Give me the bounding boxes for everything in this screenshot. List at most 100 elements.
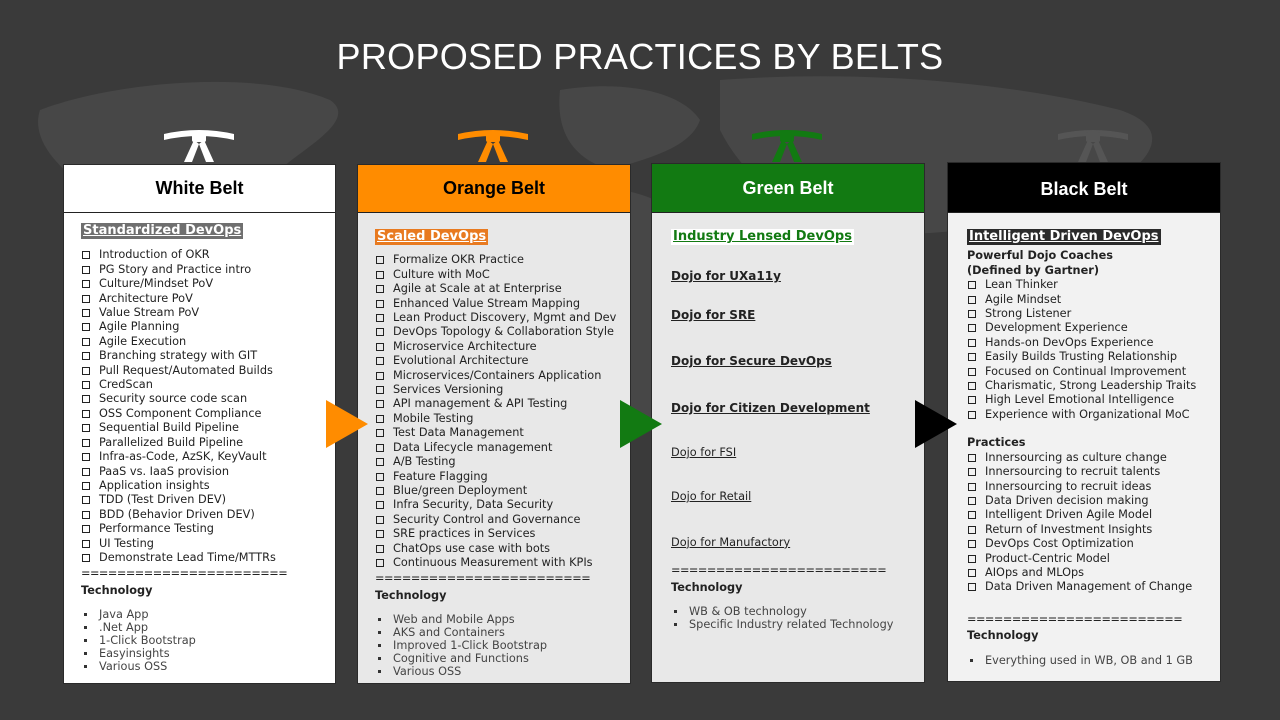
list-item: Infra-as-Code, AzSK, KeyVault bbox=[81, 450, 335, 464]
list-item: Hands-on DevOps Experience bbox=[967, 336, 1220, 350]
list-item: Architecture PoV bbox=[81, 292, 335, 306]
separator: ======================== bbox=[671, 564, 887, 578]
list-item: Agile at Scale at at Enterprise bbox=[375, 282, 630, 296]
list-item: Microservice Architecture bbox=[375, 340, 630, 354]
list-item: Agile Execution bbox=[81, 335, 335, 349]
list-item: Intelligent Driven Agile Model bbox=[967, 508, 1220, 522]
list-item: Formalize OKR Practice bbox=[375, 253, 630, 267]
list-item: Culture/Mindset PoV bbox=[81, 277, 335, 291]
coaches-subheading: (Defined by Gartner) bbox=[967, 263, 1099, 277]
list-item: Improved 1-Click Bootstrap bbox=[375, 639, 630, 652]
list-item: ChatOps use case with bots bbox=[375, 542, 630, 556]
white-belt-card: White Belt Standardized DevOps Introduct… bbox=[63, 164, 336, 684]
list-item: A/B Testing bbox=[375, 455, 630, 469]
list-item: Data Lifecycle management bbox=[375, 441, 630, 455]
list-item: TDD (Test Driven DEV) bbox=[81, 493, 335, 507]
list-item: .Net App bbox=[81, 621, 335, 634]
white-belt-practice-list: Introduction of OKR PG Story and Practic… bbox=[81, 248, 335, 565]
dojo-item: Dojo for Retail bbox=[671, 490, 752, 504]
list-item: Easyinsights bbox=[81, 647, 335, 660]
separator: ======================= bbox=[81, 567, 288, 581]
list-item: Lean Thinker bbox=[967, 278, 1220, 292]
list-item: PG Story and Practice intro bbox=[81, 263, 335, 277]
dojo-item: Dojo for Secure DevOps bbox=[671, 354, 832, 369]
list-item: Easily Builds Trusting Relationship bbox=[967, 350, 1220, 364]
list-item: Cognitive and Functions bbox=[375, 652, 630, 665]
list-item: DevOps Cost Optimization bbox=[967, 537, 1220, 551]
list-item: Data Driven decision making bbox=[967, 494, 1220, 508]
list-item: BDD (Behavior Driven DEV) bbox=[81, 508, 335, 522]
list-item: Parallelized Build Pipeline bbox=[81, 436, 335, 450]
dojo-item: Dojo for Manufactory bbox=[671, 535, 791, 549]
technology-label: Technology bbox=[671, 580, 743, 594]
orange-belt-header: Orange Belt bbox=[358, 165, 630, 213]
white-belt-section-title: Standardized DevOps bbox=[81, 223, 244, 240]
list-item: Pull Request/Automated Builds bbox=[81, 364, 335, 378]
black-belt-coaches-list: Lean Thinker Agile Mindset Strong Listen… bbox=[967, 278, 1220, 422]
list-item: Strong Listener bbox=[967, 307, 1220, 321]
green-arrow-icon bbox=[620, 400, 662, 448]
black-belt-icon bbox=[1058, 130, 1128, 162]
list-item: Performance Testing bbox=[81, 522, 335, 536]
black-arrow-icon bbox=[915, 400, 957, 448]
technology-label: Technology bbox=[967, 629, 1039, 643]
list-item: Innersourcing to recruit ideas bbox=[967, 480, 1220, 494]
orange-belt-technology-list: Web and Mobile Apps AKS and Containers I… bbox=[375, 613, 630, 678]
list-item: Blue/green Deployment bbox=[375, 484, 630, 498]
list-item: Web and Mobile Apps bbox=[375, 613, 630, 626]
list-item: Branching strategy with GIT bbox=[81, 349, 335, 363]
list-item: Product-Centric Model bbox=[967, 552, 1220, 566]
list-item: Return of Investment Insights bbox=[967, 523, 1220, 537]
dojo-item: Dojo for FSI bbox=[671, 446, 737, 460]
coaches-heading: Powerful Dojo Coaches bbox=[967, 249, 1113, 263]
list-item: Infra Security, Data Security bbox=[375, 498, 630, 512]
technology-label: Technology bbox=[375, 588, 447, 602]
list-item: Various OSS bbox=[81, 660, 335, 673]
list-item: Feature Flagging bbox=[375, 470, 630, 484]
green-belt-icon bbox=[752, 130, 822, 162]
practices-label: Practices bbox=[967, 436, 1026, 450]
list-item: Everything used in WB, OB and 1 GB bbox=[967, 654, 1220, 667]
list-item: High Level Emotional Intelligence bbox=[967, 393, 1220, 407]
orange-belt-icon bbox=[458, 130, 528, 162]
list-item: AIOps and MLOps bbox=[967, 566, 1220, 580]
orange-arrow-icon bbox=[326, 400, 368, 448]
list-item: Lean Product Discovery, Mgmt and Dev bbox=[375, 311, 630, 325]
list-item: Data Driven Management of Change bbox=[967, 580, 1220, 594]
list-item: Security Control and Governance bbox=[375, 513, 630, 527]
list-item: CredScan bbox=[81, 378, 335, 392]
list-item: Mobile Testing bbox=[375, 412, 630, 426]
list-item: Various OSS bbox=[375, 665, 630, 678]
list-item: DevOps Topology & Collaboration Style bbox=[375, 325, 630, 339]
white-belt-header: White Belt bbox=[64, 165, 335, 213]
separator: ======================== bbox=[375, 572, 591, 586]
list-item: Development Experience bbox=[967, 321, 1220, 335]
orange-belt-practice-list: Formalize OKR Practice Culture with MoC … bbox=[375, 253, 630, 570]
list-item: Charismatic, Strong Leadership Traits bbox=[967, 379, 1220, 393]
black-belt-practices-list: Innersourcing as culture change Innersou… bbox=[967, 451, 1220, 595]
list-item: Continuous Measurement with KPIs bbox=[375, 556, 630, 570]
list-item: Evolutional Architecture bbox=[375, 354, 630, 368]
list-item: AKS and Containers bbox=[375, 626, 630, 639]
green-belt-header: Green Belt bbox=[652, 164, 924, 213]
white-belt-icon bbox=[164, 130, 234, 162]
list-item: Innersourcing to recruit talents bbox=[967, 465, 1220, 479]
dojo-item: Dojo for Citizen Development bbox=[671, 400, 870, 415]
list-item: Application insights bbox=[81, 479, 335, 493]
black-belt-technology-list: Everything used in WB, OB and 1 GB bbox=[967, 654, 1220, 667]
list-item: WB & OB technology bbox=[671, 605, 924, 618]
list-item: Culture with MoC bbox=[375, 268, 630, 282]
list-item: Value Stream PoV bbox=[81, 306, 335, 320]
dojo-item: Dojo for SRE bbox=[671, 307, 756, 322]
page-title: PROPOSED PRACTICES BY BELTS bbox=[336, 36, 944, 77]
list-item: Services Versioning bbox=[375, 383, 630, 397]
list-item: Focused on Continual Improvement bbox=[967, 365, 1220, 379]
list-item: Security source code scan bbox=[81, 392, 335, 406]
list-item: OSS Component Compliance bbox=[81, 407, 335, 421]
list-item: Agile Planning bbox=[81, 320, 335, 334]
black-belt-section-title: Intelligent Driven DevOps bbox=[967, 229, 1161, 246]
list-item: Experience with Organizational MoC bbox=[967, 408, 1220, 422]
green-belt-section-title: Industry Lensed DevOps bbox=[671, 229, 854, 246]
list-item: Enhanced Value Stream Mapping bbox=[375, 297, 630, 311]
black-belt-header: Black Belt bbox=[948, 163, 1220, 213]
